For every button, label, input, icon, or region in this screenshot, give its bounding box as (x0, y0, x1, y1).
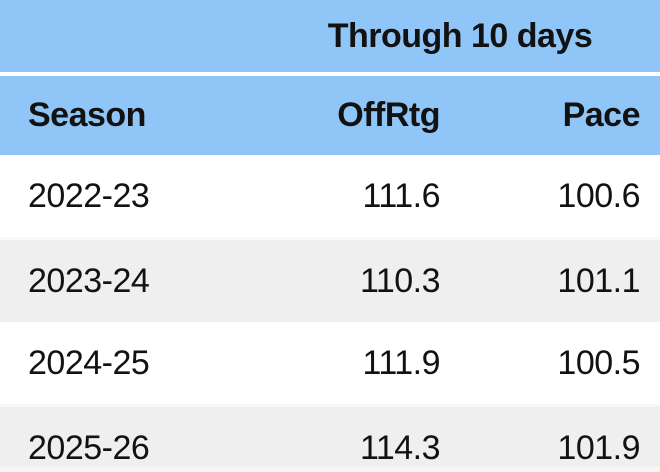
season-cell: 2022-23 (0, 155, 260, 239)
pace-cell: 101.9 (440, 404, 660, 472)
season-cell: 2024-25 (0, 322, 260, 406)
table-row-2025-26: 2025-26 114.3 101.9 (0, 404, 660, 472)
offrtg-cell: 110.3 (260, 237, 441, 322)
pace-cell: 100.6 (440, 155, 660, 239)
column-header-row: Season OffRtg Pace (0, 74, 660, 155)
pace-cell: 101.1 (440, 237, 660, 322)
column-header-pace: Pace (440, 74, 660, 155)
column-header-offrtg: OffRtg (260, 74, 441, 155)
merged-header-title: Through 10 days (260, 0, 660, 76)
table-row-2022-23: 2022-23 111.6 100.6 (0, 155, 660, 239)
pace-cell: 100.5 (440, 322, 660, 406)
merged-header-row: Through 10 days (0, 0, 660, 76)
offrtg-cell: 111.9 (260, 322, 441, 406)
offrtg-cell: 111.6 (260, 155, 441, 239)
table-row-2023-24: 2023-24 110.3 101.1 (0, 237, 660, 322)
season-cell: 2023-24 (0, 237, 260, 322)
corner-cell (0, 0, 260, 76)
season-cell: 2025-26 (0, 404, 260, 472)
offrtg-cell: 114.3 (260, 404, 441, 472)
bottom-edge-strip (0, 466, 660, 472)
table-row-2024-25: 2024-25 111.9 100.5 (0, 322, 660, 406)
column-header-season: Season (0, 74, 260, 155)
